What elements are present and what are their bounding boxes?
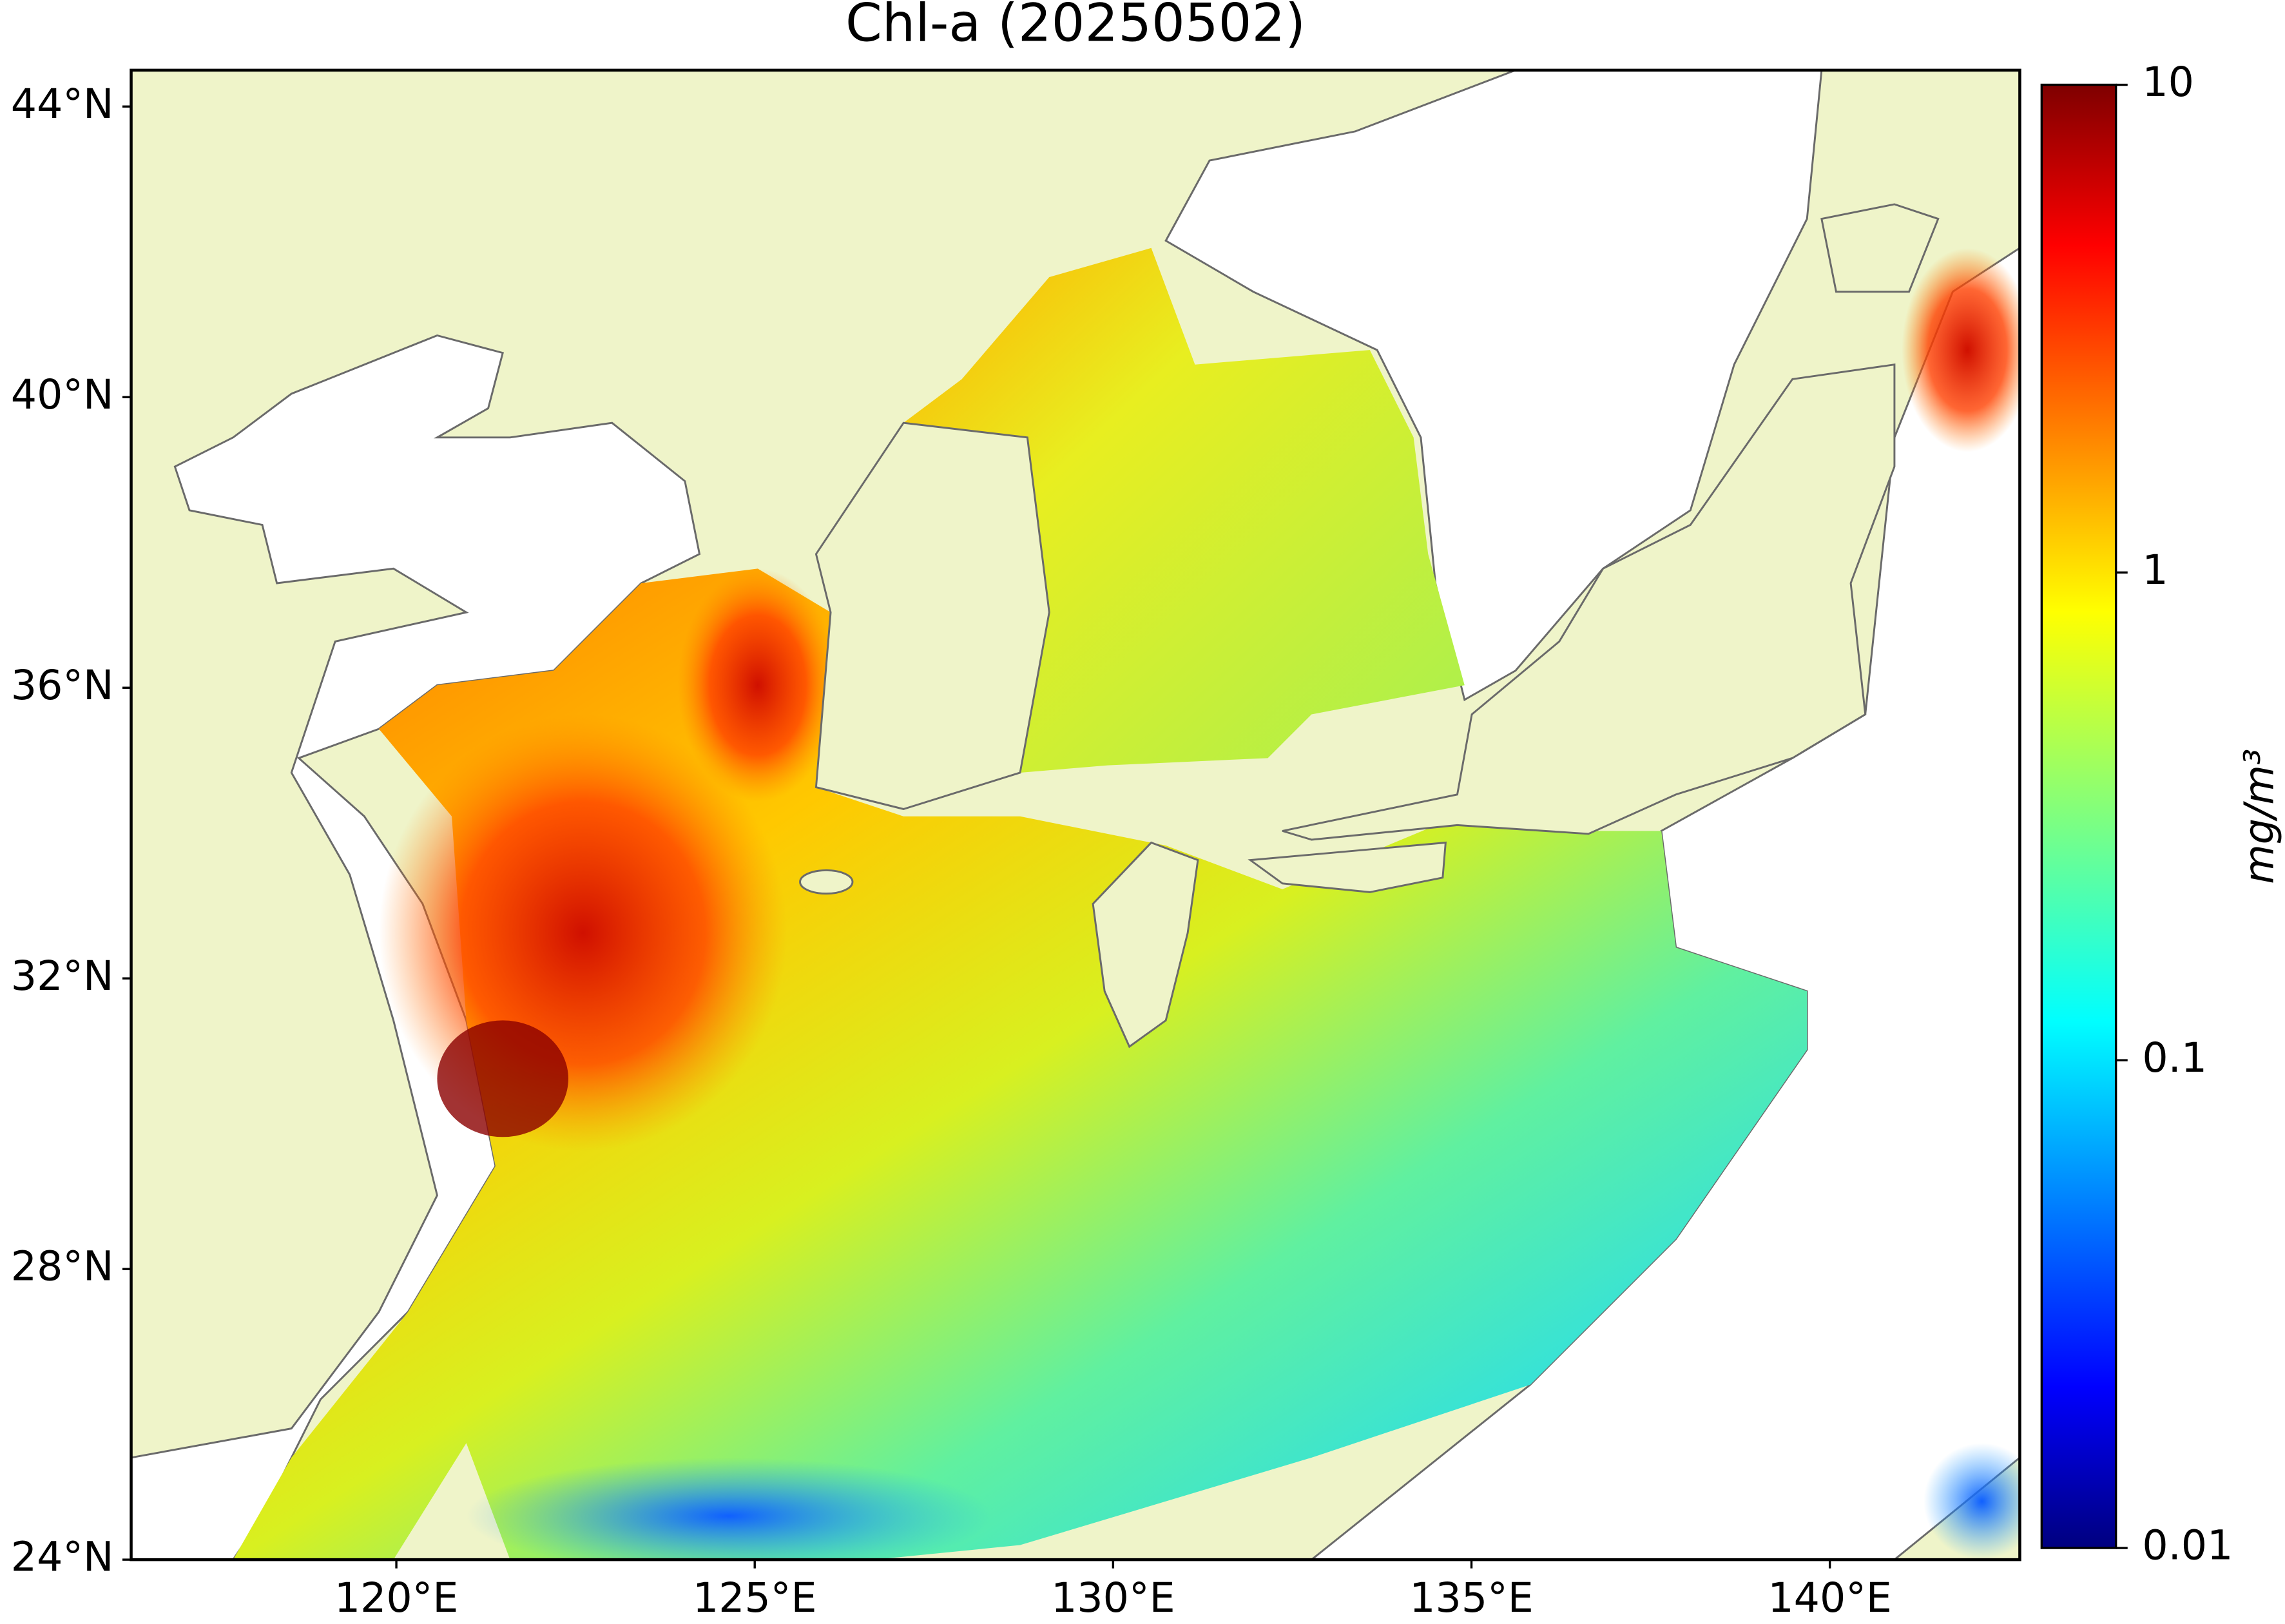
high-chl-region — [1902, 247, 2020, 452]
colorbar-tick-label: 10 — [2142, 58, 2194, 106]
y-tick-label: 36°N — [11, 661, 114, 709]
colorbar-tick-label: 0.1 — [2142, 1034, 2207, 1081]
y-tick-label: 40°N — [11, 371, 114, 418]
x-tick-label: 120°E — [334, 1574, 459, 1621]
y-tick-label: 44°N — [11, 80, 114, 128]
land — [1092, 841, 1199, 1049]
x-tick-label: 135°E — [1409, 1574, 1534, 1621]
map-area — [131, 70, 2020, 1560]
map-title: Chl-a (20250502) — [845, 0, 1306, 54]
colorbar-tick-label: 0.01 — [2142, 1522, 2233, 1569]
colorbar-tick-label: 1 — [2142, 546, 2168, 594]
map-frame — [130, 68, 2021, 1561]
x-tick-label: 125°E — [693, 1574, 817, 1621]
low-chl-region — [466, 1457, 991, 1560]
colorbar-label: mg/m³ — [2235, 749, 2282, 884]
land — [799, 869, 854, 895]
y-tick-label: 32°N — [11, 952, 114, 1000]
land — [1248, 841, 1447, 893]
high-chl-region — [437, 1020, 568, 1137]
land — [815, 421, 1050, 811]
land — [1282, 363, 1896, 841]
land — [1820, 203, 1940, 293]
x-tick-label: 130°E — [1051, 1574, 1175, 1621]
y-tick-label: 24°N — [11, 1533, 114, 1581]
low-chl-region — [1923, 1443, 2020, 1560]
x-tick-label: 140°E — [1768, 1574, 1892, 1621]
chl-field — [903, 247, 1465, 773]
y-tick-label: 28°N — [11, 1242, 114, 1290]
high-chl-region — [677, 568, 838, 802]
colorbar — [2040, 83, 2117, 1549]
